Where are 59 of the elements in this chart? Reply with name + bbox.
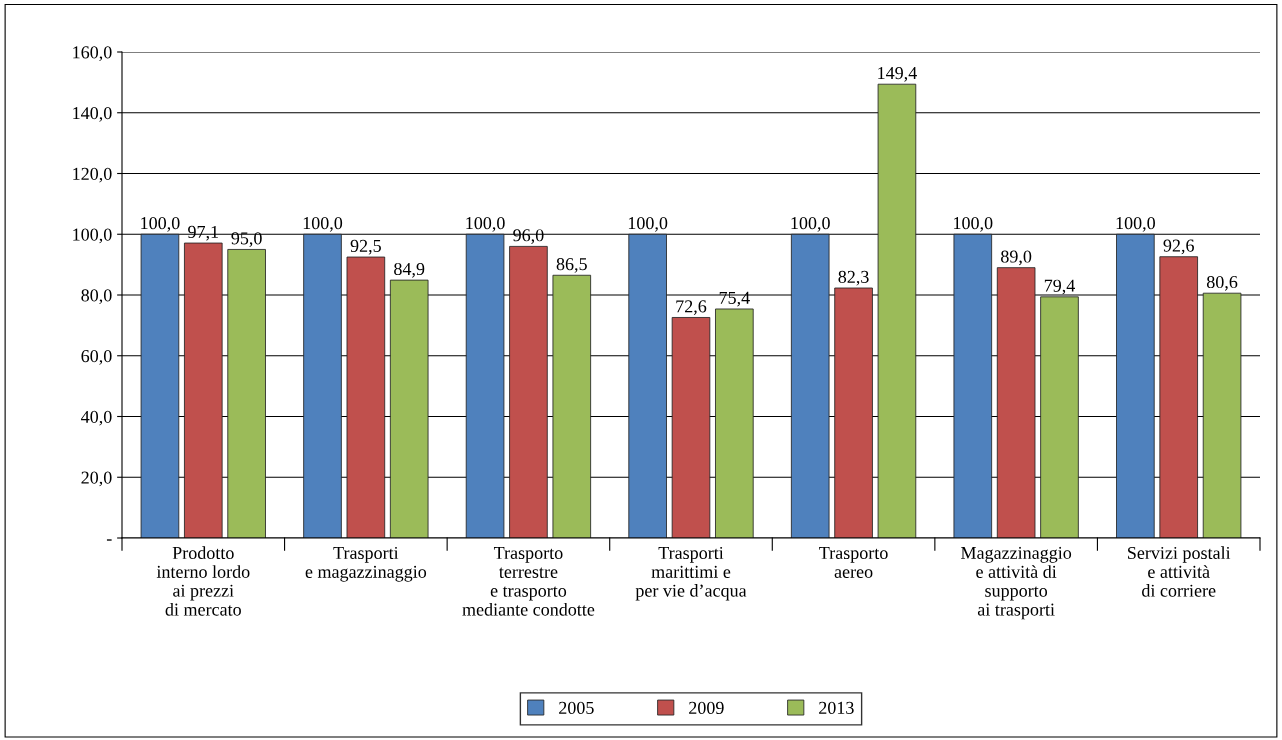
bar <box>671 317 711 538</box>
data-label: 92,6 <box>1163 239 1194 255</box>
bar <box>303 233 342 538</box>
data-label: 100,0 <box>466 217 505 232</box>
y-tick-label: 80,0 <box>81 289 112 305</box>
data-label: 100,0 <box>791 217 830 232</box>
bar <box>509 245 548 538</box>
y-tick-label: 160,0 <box>73 46 112 62</box>
data-label: 75,4 <box>719 291 750 307</box>
data-label: 79,4 <box>1044 279 1076 295</box>
bar <box>389 279 429 538</box>
x-tick-label: Servizi postali e attività di corriere <box>1128 546 1231 597</box>
bar <box>715 308 754 538</box>
bar <box>140 233 180 538</box>
x-tick-label: Trasporto terrestre e trasporto mediante condotte <box>462 547 595 616</box>
data-label: 86,5 <box>556 258 587 273</box>
data-label: 100,0 <box>141 217 180 232</box>
data-label: 84,9 <box>394 262 425 278</box>
bar <box>953 233 993 538</box>
bar <box>1202 292 1242 538</box>
bar <box>1159 256 1198 538</box>
bar <box>552 274 592 538</box>
legend-label: 2013 <box>819 701 854 714</box>
legend-label: 2005 <box>559 701 594 714</box>
data-label: 89,0 <box>1001 250 1032 266</box>
y-tick-label: 120,0 <box>73 167 112 183</box>
x-tick-label: Prodotto interno lordo ai prezzi di mercato <box>156 546 250 616</box>
bar <box>877 83 917 538</box>
bar <box>346 256 386 538</box>
data-label: 72,6 <box>676 300 707 316</box>
y-tick-label: 100,0 <box>73 228 112 244</box>
bar <box>1116 233 1155 538</box>
x-tick-label: Trasporto aereo <box>819 547 888 578</box>
x-tick-label: Trasporti marittimi e per vie d’acqua <box>635 546 747 601</box>
data-label: 95,0 <box>231 232 262 247</box>
bar <box>227 249 266 538</box>
bar <box>996 267 1036 538</box>
data-label: 149,4 <box>878 67 917 82</box>
bar <box>1040 296 1079 538</box>
data-label: 100,0 <box>628 217 668 232</box>
bar <box>628 233 667 538</box>
data-label: 82,3 <box>838 270 869 286</box>
legend-label: 2009 <box>689 701 724 714</box>
data-label: 100,0 <box>303 217 343 232</box>
bar <box>790 233 830 538</box>
bar <box>834 287 873 538</box>
y-tick-label: 40,0 <box>81 410 112 426</box>
data-label: 92,5 <box>350 239 381 255</box>
y-tick-label: - <box>106 539 112 541</box>
y-tick-label: 140,0 <box>73 107 112 122</box>
x-tick-label: Magazzinaggio e attività di supporto ai trasporti <box>961 546 1072 620</box>
y-tick-label: 60,0 <box>81 350 112 365</box>
data-label: 80,6 <box>1206 275 1238 291</box>
x-tick-label: Trasporti e magazzinaggio <box>305 546 427 582</box>
bar <box>184 242 223 538</box>
data-label: 100,0 <box>1116 217 1155 232</box>
data-label: 100,0 <box>954 217 993 232</box>
y-tick-label: 20,0 <box>81 471 112 487</box>
bar <box>465 233 505 538</box>
